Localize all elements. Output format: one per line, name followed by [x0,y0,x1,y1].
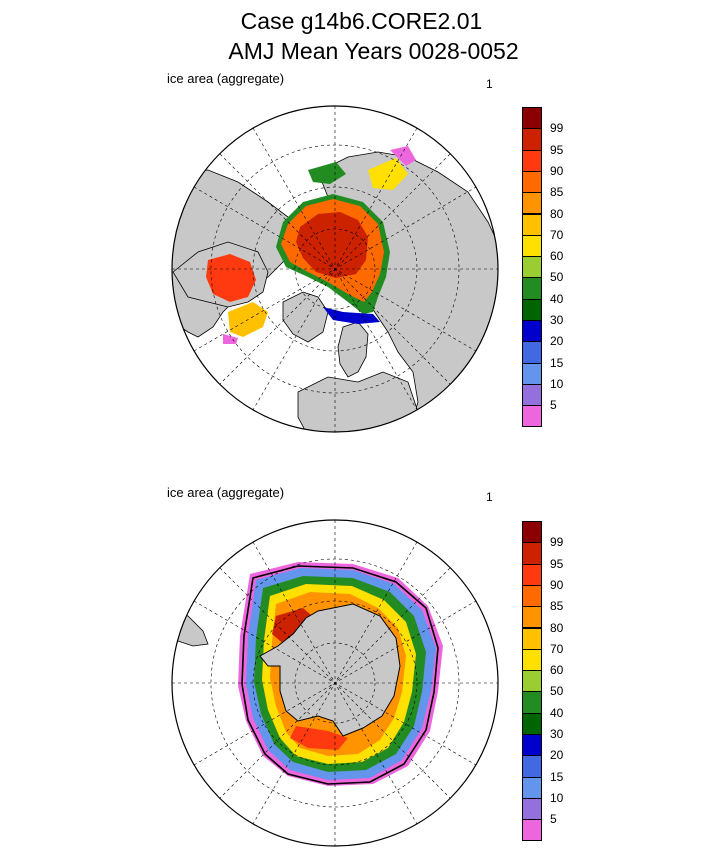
colorbar-level-label: 60 [550,663,564,678]
title-line-1: Case g14b6.CORE2.01 [240,8,483,34]
colorbar-swatch [522,797,542,821]
colorbar-level-label: 40 [550,291,564,306]
colorbar-swatch [522,256,542,279]
colorbar-swatch [522,213,542,236]
colorbar-level-label: 90 [550,577,564,592]
colorbar-level-label: 10 [550,376,564,391]
north-colorbar: 99 95 90 85 80 70 60 50 40 30 20 15 10 5 [522,107,612,428]
south-panel-label: ice area (aggregate) [167,485,285,500]
colorbar-swatch [522,691,542,714]
colorbar-swatch [522,563,542,586]
colorbar-swatch [522,606,542,629]
north-panel-index: 1 [486,77,493,91]
colorbar-level-label: 15 [550,769,564,784]
colorbar-level-label: 99 [550,121,564,136]
north-polar-map [171,105,499,433]
colorbar-level-label: 50 [550,270,564,285]
land-scandinavia [337,321,369,378]
colorbar-swatch [522,320,542,343]
ice-ross-core [290,726,348,750]
colorbar-level-label: 50 [550,684,564,699]
colorbar-level-label: 85 [550,185,564,200]
land-europe [297,371,419,432]
map-border [171,105,499,433]
ice-edge-outline [241,565,439,785]
colorbar-level-label: 99 [550,535,564,550]
colorbar-swatch [522,405,542,428]
colorbar-swatch [522,277,542,300]
colorbar-swatch [522,128,542,151]
colorbar-level-label: 15 [550,355,564,370]
ice-hudson-bay [206,254,256,302]
colorbar-swatch [522,755,542,778]
colorbar-level-label: 70 [550,227,564,242]
colorbar-swatch [522,648,542,672]
colorbar-swatch [522,776,542,799]
colorbar-swatch [522,521,542,544]
colorbar-swatch [522,712,542,735]
title-line-2: AMJ Mean Years 0028-0052 [228,38,519,64]
colorbar-level-label: 60 [550,249,564,264]
colorbar-swatch [522,362,542,385]
ice-barents-edge [323,307,380,324]
colorbar-level-label: 5 [550,812,557,827]
colorbar-level-label: 90 [550,163,564,178]
colorbar-swatch [522,734,542,757]
colorbar-level-label: 80 [550,620,564,635]
colorbar-swatch [522,670,542,693]
colorbar-swatch [522,341,542,364]
colorbar-level-label: 95 [550,142,564,157]
land-greenland [282,291,329,343]
colorbar-swatch [522,542,542,565]
colorbar-level-label: 30 [550,313,564,327]
ice-arctic-core [296,212,368,278]
colorbar-swatch [522,192,542,215]
ice-bering [308,162,346,184]
colorbar-level-label: 85 [550,599,564,614]
colorbar-level-label: 70 [550,641,564,656]
colorbar-level-label: 95 [550,556,564,571]
colorbar-level-label: 20 [550,334,564,349]
land-antarctica [259,603,401,737]
colorbar-swatch [522,819,542,842]
colorbar-level-label: 20 [550,748,564,763]
colorbar-swatch [522,107,542,130]
south-polar-map [171,519,499,847]
colorbar-level-label: 10 [550,790,564,805]
colorbar-level-label: 5 [550,398,557,413]
north-panel-label: ice area (aggregate) [167,71,285,86]
colorbar-swatch [522,627,542,650]
colorbar-level-label: 30 [550,727,564,741]
colorbar-swatch [522,234,542,258]
colorbar-swatch [522,149,542,172]
colorbar-level-label: 80 [550,206,564,221]
ice-okhotsk-edge [390,146,416,166]
colorbar-swatch [522,298,542,321]
colorbar-swatch [522,383,542,407]
colorbar-level-label: 40 [550,705,564,720]
colorbar-swatch [522,170,542,194]
south-panel-index: 1 [486,490,493,504]
ice-okhotsk [368,158,408,190]
south-colorbar: 99 95 90 85 80 70 60 50 40 30 20 15 10 5 [522,521,612,842]
colorbar-swatch [522,584,542,608]
